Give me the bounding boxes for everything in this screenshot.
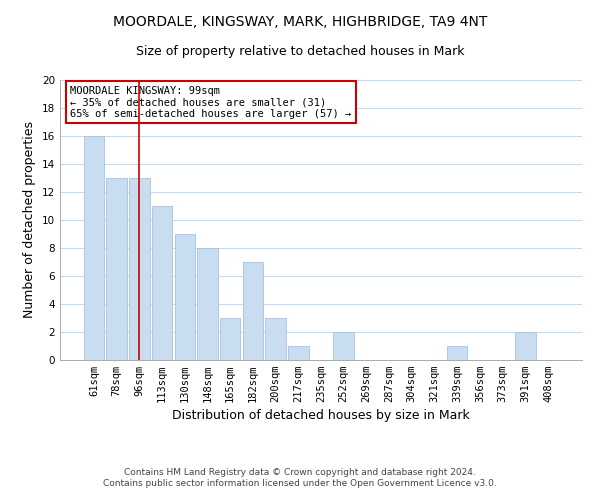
Text: Contains HM Land Registry data © Crown copyright and database right 2024.
Contai: Contains HM Land Registry data © Crown c…	[103, 468, 497, 487]
Y-axis label: Number of detached properties: Number of detached properties	[23, 122, 37, 318]
Bar	[106, 178, 127, 360]
Bar	[242, 262, 263, 360]
Bar	[220, 318, 241, 360]
X-axis label: Distribution of detached houses by size in Mark: Distribution of detached houses by size …	[172, 410, 470, 422]
Bar	[447, 346, 467, 360]
Text: MOORDALE KINGSWAY: 99sqm
← 35% of detached houses are smaller (31)
65% of semi-d: MOORDALE KINGSWAY: 99sqm ← 35% of detach…	[70, 86, 352, 119]
Bar	[265, 318, 286, 360]
Bar	[152, 206, 172, 360]
Bar	[197, 248, 218, 360]
Bar	[129, 178, 149, 360]
Bar	[175, 234, 195, 360]
Text: Size of property relative to detached houses in Mark: Size of property relative to detached ho…	[136, 45, 464, 58]
Text: MOORDALE, KINGSWAY, MARK, HIGHBRIDGE, TA9 4NT: MOORDALE, KINGSWAY, MARK, HIGHBRIDGE, TA…	[113, 15, 487, 29]
Bar	[334, 332, 354, 360]
Bar	[515, 332, 536, 360]
Bar	[84, 136, 104, 360]
Bar	[288, 346, 308, 360]
